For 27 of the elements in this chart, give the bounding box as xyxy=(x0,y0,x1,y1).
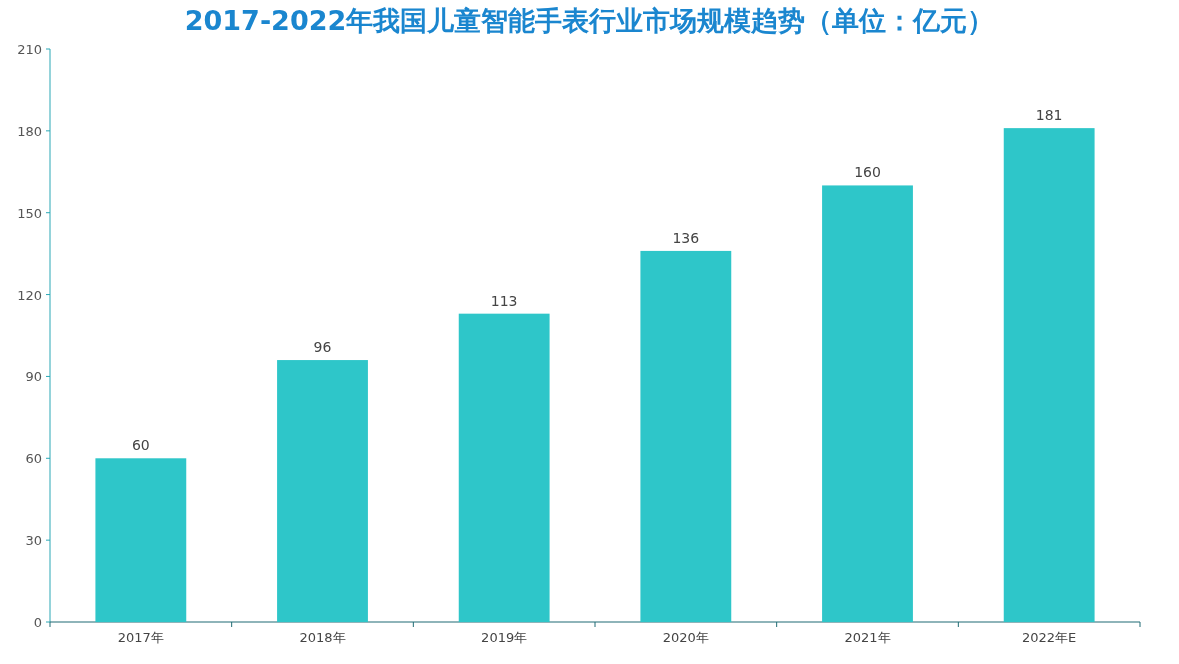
y-tick-label: 180 xyxy=(17,123,42,139)
bar xyxy=(458,313,550,622)
data-label: 160 xyxy=(854,164,881,181)
y-tick-label: 30 xyxy=(25,533,42,549)
data-label: 181 xyxy=(1035,107,1063,124)
bar xyxy=(822,185,913,622)
bar xyxy=(277,360,368,622)
y-tick-label: 120 xyxy=(17,287,42,303)
chart-title: 2017-2022年我国儿童智能手表行业市场规模趋势（单位：亿元） xyxy=(184,5,995,36)
data-label: 60 xyxy=(131,437,150,454)
x-tick-label: 2018年 xyxy=(299,630,346,645)
bar xyxy=(95,458,187,622)
x-tick-label: 2020年 xyxy=(662,630,709,645)
y-tick-label: 90 xyxy=(25,369,42,385)
y-tick-label: 210 xyxy=(17,42,42,57)
data-label: 113 xyxy=(490,292,518,309)
x-tick-label: 2017年 xyxy=(117,630,164,645)
bar xyxy=(640,250,732,622)
y-tick-label: 60 xyxy=(25,451,42,467)
x-tick-label: 2019年 xyxy=(481,630,528,645)
x-tick-label: 2021年 xyxy=(844,630,891,645)
bar xyxy=(1003,128,1095,622)
x-tick-label: 2022年E xyxy=(1022,630,1077,645)
y-tick-label: 150 xyxy=(17,205,42,221)
data-label: 136 xyxy=(672,229,700,246)
data-label: 96 xyxy=(313,339,332,356)
y-tick-label: 0 xyxy=(33,615,42,630)
